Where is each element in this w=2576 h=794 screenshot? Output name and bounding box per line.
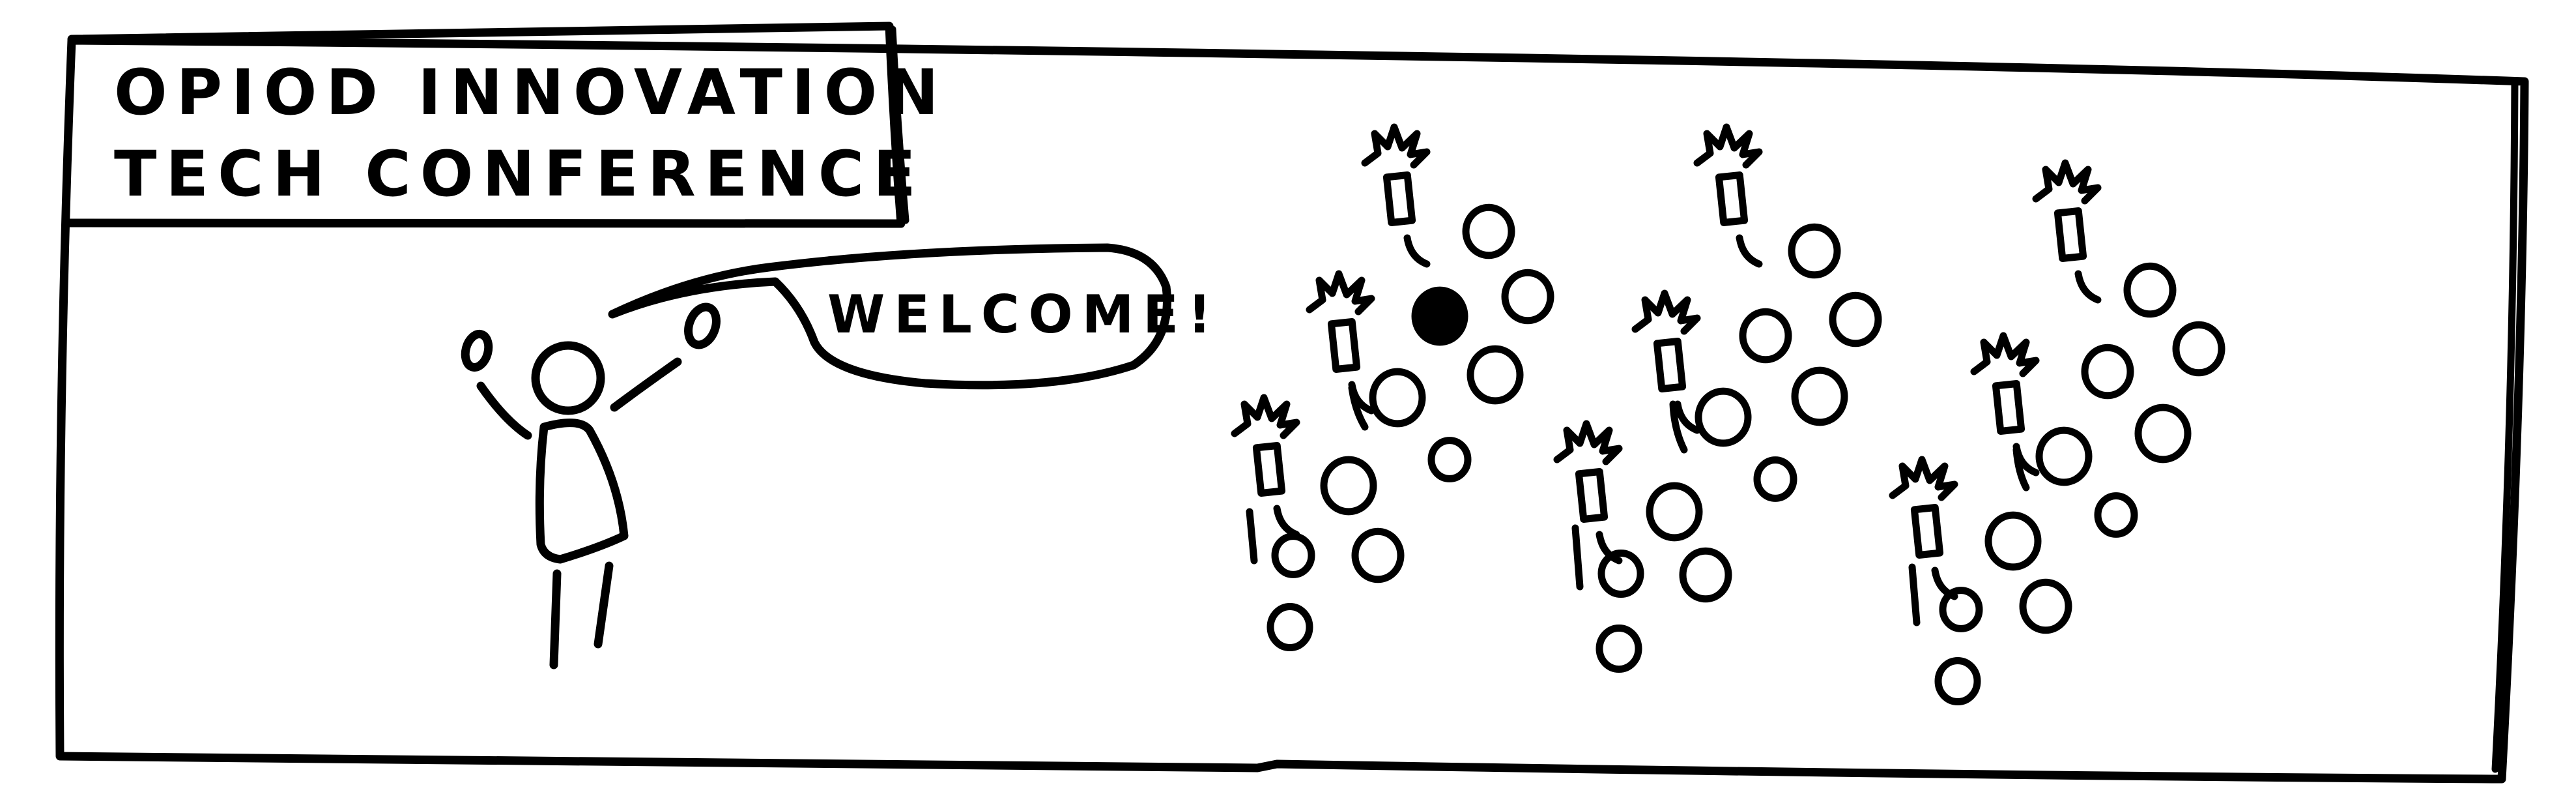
audience-head [1695,387,1752,447]
raised-arm [1403,234,1431,268]
audience-arm [1348,384,1369,431]
raised-arm [1736,234,1763,268]
spiky-hair [1693,123,1763,169]
audience-arm [1246,508,1258,565]
spiky-hair [1361,123,1431,169]
spiky-hair [1631,289,1701,335]
audience-head [1984,511,2042,571]
phone-icon [1715,171,1749,226]
audience-head [1462,203,1515,259]
raised-arm [2074,270,2102,304]
speaker-figure [461,302,721,669]
audience-head [1267,603,1313,651]
sign-box [63,22,906,229]
audience-head [1791,366,1848,426]
audience-head [1501,269,1554,325]
audience-head [1829,291,1882,347]
audience-head [1788,223,1841,279]
audience-head [1934,657,1981,705]
spiky-hair [1889,456,1958,501]
raised-arm [1674,400,1701,434]
audience-head [2035,426,2093,486]
phone-icon [1653,338,1687,392]
conference-sign: OPIOD INNOVATION TECH CONFERENCE [63,22,948,229]
audience-head [1939,587,1983,632]
speaker-right-leg [594,561,614,649]
audience-arm [1908,563,1921,626]
speaker-head [531,341,605,415]
panel-frame-inner-edge [2491,78,2519,773]
phone-icon [1575,468,1609,523]
speech-bubble-text: WELCOME! [827,284,1220,345]
audience-head [1467,345,1524,405]
speaker-left-hand [461,330,493,372]
audience-head [1369,368,1426,428]
spiky-hair [2032,159,2102,205]
speaker-left-leg [549,569,562,669]
speech-bubble-outline [608,243,1171,390]
phone-icon [1992,380,2025,435]
audience-head [1320,456,1377,516]
audience-arm [1571,524,1584,591]
speaker-right-arm [610,357,682,412]
spiky-hair [1231,394,1300,439]
speaker-body [535,419,629,564]
audience-head [1596,625,1642,673]
raised-arm [1273,505,1300,538]
spiky-hair [1553,420,1623,465]
audience-head [2019,578,2072,634]
phone-icon [1910,504,1944,559]
panel-frame [55,36,2529,784]
audience-head [2123,262,2177,318]
audience-head [1597,550,1644,598]
spiky-hair [1306,270,1375,316]
audience-head [1753,456,1797,502]
audience-head [1646,482,1703,542]
audience-head [1271,533,1315,578]
phone-icon [1382,171,1416,226]
audience-arm [1669,400,1688,454]
audience [1231,123,2225,705]
audience-head [2081,344,2134,400]
audience-head [1679,547,1732,603]
audience-head [1739,308,1792,364]
sign-line-1: OPIOD INNOVATION [114,56,948,129]
raised-arm [1596,531,1623,565]
audience-arm [2012,446,2030,492]
audience-head [2134,404,2192,463]
sign-line-2: TECH CONFERENCE [114,138,925,211]
speaker-right-hand [684,302,721,349]
speech-bubble: WELCOME! [608,243,1220,390]
phone-icon [1252,442,1286,497]
phone-icon [2054,207,2087,262]
spiky-hair [1970,332,2040,377]
speaker-left-arm [476,381,532,440]
audience-head [1351,527,1405,583]
audience-head [2172,321,2225,377]
audience-head [1411,286,1468,346]
audience-head [1427,437,1472,482]
phone-icon [1327,318,1361,373]
audience-head [2094,492,2138,538]
